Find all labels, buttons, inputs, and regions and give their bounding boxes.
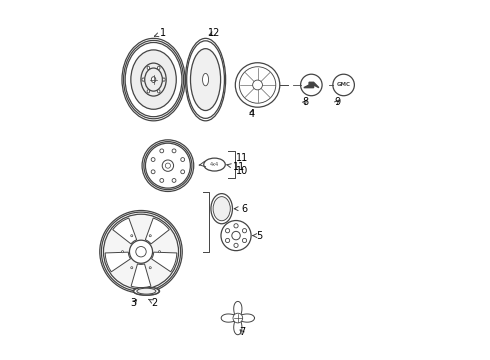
Text: 11: 11 — [227, 162, 245, 172]
Circle shape — [149, 267, 151, 269]
Circle shape — [233, 313, 243, 323]
Polygon shape — [304, 82, 319, 87]
Text: 4x4: 4x4 — [210, 162, 219, 167]
Polygon shape — [105, 252, 130, 272]
Circle shape — [243, 238, 246, 243]
Text: 6: 6 — [234, 204, 247, 214]
Circle shape — [162, 160, 173, 171]
Polygon shape — [221, 301, 254, 335]
Ellipse shape — [133, 287, 160, 295]
Circle shape — [225, 229, 230, 233]
Circle shape — [172, 149, 176, 153]
Text: 8: 8 — [302, 97, 308, 107]
Ellipse shape — [157, 90, 160, 93]
Ellipse shape — [191, 49, 220, 111]
Circle shape — [172, 179, 176, 183]
Circle shape — [103, 214, 178, 289]
Text: 1: 1 — [154, 28, 166, 38]
Circle shape — [253, 80, 263, 90]
Text: 9: 9 — [334, 97, 340, 107]
Ellipse shape — [147, 90, 149, 93]
Text: 12: 12 — [208, 28, 220, 38]
Ellipse shape — [142, 78, 145, 81]
Circle shape — [300, 74, 322, 96]
Circle shape — [142, 140, 194, 192]
Ellipse shape — [186, 39, 225, 121]
Circle shape — [234, 224, 238, 228]
Circle shape — [131, 267, 133, 269]
Circle shape — [122, 251, 123, 253]
Ellipse shape — [163, 78, 165, 81]
Ellipse shape — [131, 50, 176, 109]
Circle shape — [136, 247, 146, 257]
Text: GMC: GMC — [337, 82, 351, 87]
Ellipse shape — [187, 41, 224, 118]
Ellipse shape — [211, 194, 232, 224]
Polygon shape — [131, 264, 151, 288]
Ellipse shape — [202, 73, 209, 86]
Circle shape — [181, 170, 185, 174]
Ellipse shape — [137, 288, 156, 294]
Polygon shape — [151, 252, 177, 272]
Circle shape — [243, 229, 246, 233]
Text: 11: 11 — [236, 153, 248, 163]
Ellipse shape — [122, 39, 185, 121]
Circle shape — [151, 158, 155, 162]
Ellipse shape — [157, 66, 160, 69]
Circle shape — [131, 235, 133, 237]
Text: 4: 4 — [248, 109, 254, 119]
Ellipse shape — [123, 40, 184, 119]
Ellipse shape — [134, 287, 159, 295]
Ellipse shape — [204, 158, 225, 171]
Circle shape — [165, 163, 171, 168]
Circle shape — [144, 141, 192, 190]
Text: 7: 7 — [239, 327, 245, 337]
Circle shape — [160, 179, 164, 183]
Text: 3: 3 — [131, 298, 137, 308]
Ellipse shape — [125, 42, 182, 117]
Circle shape — [333, 74, 354, 96]
Circle shape — [129, 240, 152, 263]
Circle shape — [221, 221, 251, 251]
Circle shape — [158, 251, 161, 253]
Polygon shape — [113, 218, 137, 244]
Text: 2: 2 — [148, 298, 158, 308]
Circle shape — [232, 231, 240, 240]
Circle shape — [146, 143, 190, 188]
Circle shape — [160, 149, 164, 153]
Circle shape — [151, 170, 155, 174]
Polygon shape — [146, 218, 169, 244]
Circle shape — [235, 63, 280, 107]
Circle shape — [234, 243, 238, 247]
Ellipse shape — [151, 77, 156, 82]
Text: 10: 10 — [236, 166, 248, 176]
Circle shape — [149, 235, 151, 237]
Circle shape — [225, 238, 230, 243]
Ellipse shape — [147, 66, 149, 69]
Ellipse shape — [213, 197, 230, 221]
Text: 5: 5 — [253, 231, 263, 240]
Circle shape — [181, 158, 185, 162]
